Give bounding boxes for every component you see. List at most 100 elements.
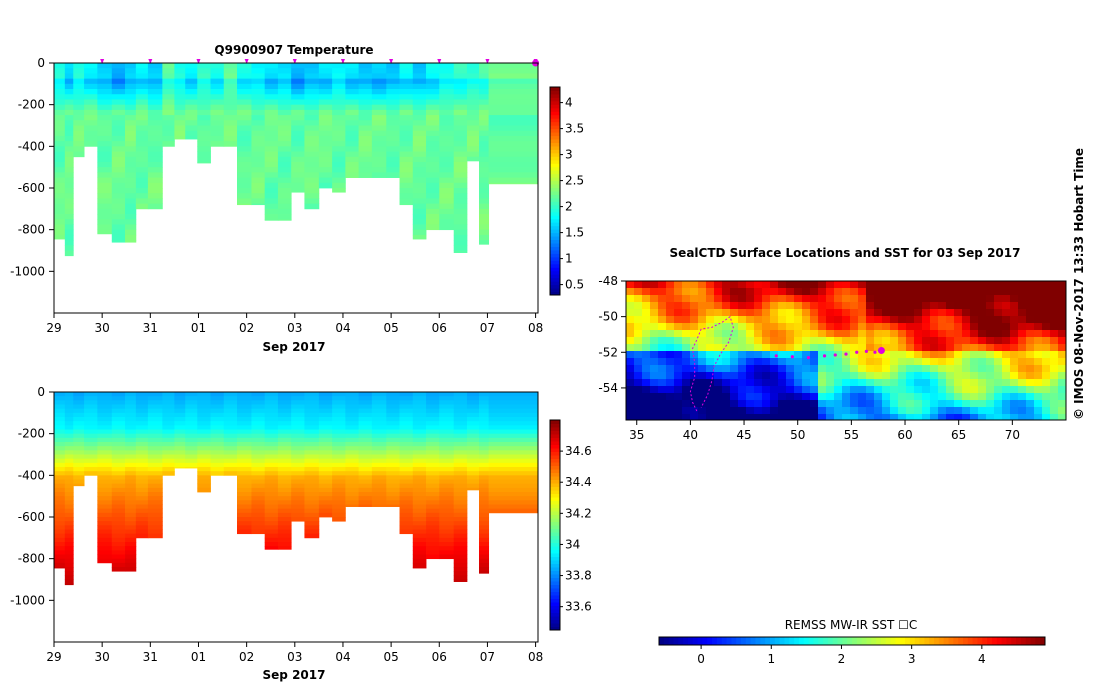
sst-cell: [642, 400, 651, 408]
salinity-cell: [135, 479, 149, 485]
sst-colorbar-segment: [789, 637, 795, 645]
salinity-cell: [358, 454, 373, 460]
sst-colorbar-segment: [905, 637, 911, 645]
colorbar-segment: [550, 187, 560, 192]
sst-cell: [794, 309, 803, 317]
temperature-cell: [125, 240, 137, 243]
salinity-cell: [64, 571, 74, 576]
salinity-cell: [412, 467, 427, 472]
salinity-cell: [439, 500, 455, 505]
sst-cell: [930, 407, 939, 415]
sst-cell: [922, 281, 931, 289]
map-axes-frame: [625, 280, 1067, 421]
salinity-cell: [264, 479, 279, 485]
salinity-cell: [223, 433, 238, 439]
salinity-cell: [125, 433, 137, 439]
temperature-cell: [426, 125, 440, 132]
sst-colorbar-segment: [702, 637, 708, 645]
temperature-cell: [125, 130, 137, 137]
salinity-cell: [237, 425, 252, 430]
temperature-cell: [466, 141, 480, 147]
sst-cell: [1042, 295, 1051, 303]
temperature-cell: [111, 130, 126, 137]
sst-cell: [1010, 344, 1019, 352]
colorbar-frame: [549, 419, 561, 631]
temperature-cell: [125, 208, 137, 215]
salinity-cell: [73, 475, 85, 480]
surface-marker: [340, 59, 345, 64]
temperature-cell: [453, 125, 468, 132]
sst-cell: [986, 400, 995, 408]
salinity-cell: [64, 496, 74, 501]
temperature-cell: [54, 161, 66, 168]
temperature-cell: [304, 125, 320, 132]
sst-cell: [698, 372, 707, 380]
sst-cell: [778, 288, 787, 296]
temperature-cell: [358, 78, 373, 85]
salinity-cell: [73, 458, 85, 464]
colorbar-segment: [550, 448, 560, 452]
temperature-cell: [264, 89, 279, 95]
sst-cell: [634, 295, 643, 303]
sst-cell: [1010, 309, 1019, 317]
salinity-cell: [412, 475, 427, 480]
salinity-cell: [197, 425, 211, 430]
temperature-cell: [318, 109, 333, 116]
sst-cell: [778, 323, 787, 331]
salinity-cell: [426, 429, 440, 435]
salinity-cell: [197, 471, 211, 476]
surface-marker: [485, 59, 490, 64]
temperature-cell: [371, 151, 387, 158]
salinity-cell: [64, 442, 74, 447]
salinity-cell: [426, 550, 440, 555]
sst-cell: [1034, 316, 1043, 324]
salinity-cell: [345, 487, 360, 493]
sst-cell: [778, 365, 787, 373]
salinity-cell: [84, 437, 98, 443]
sst-cell: [1026, 414, 1035, 420]
sst-cell: [1050, 337, 1059, 345]
salinity-cell: [97, 558, 113, 564]
salinity-cell: [210, 442, 225, 447]
salinity-cell: [386, 471, 400, 476]
temperature-cell: [399, 68, 414, 74]
temperature-cell: [111, 193, 126, 199]
sst-colorbar-segment: [943, 637, 949, 645]
temperature-cell: [399, 156, 414, 163]
sst-colorbar-segment: [692, 637, 699, 645]
sst-cell: [938, 281, 947, 289]
salinity-cell: [426, 512, 440, 518]
y-tick-label: -400: [18, 139, 45, 153]
sst-cell: [770, 365, 779, 373]
salinity-cell: [318, 496, 333, 501]
sst-cell: [842, 414, 851, 420]
temperature-cell: [479, 94, 490, 100]
salinity-cell: [479, 412, 490, 418]
sst-cell: [970, 309, 979, 317]
colorbar-segment: [550, 476, 560, 480]
salinity-cell: [64, 525, 74, 530]
sst-cell: [1010, 407, 1019, 415]
temperature-cell: [332, 172, 346, 178]
salinity-cell: [264, 437, 279, 443]
sst-cell: [634, 337, 643, 345]
salinity-cell: [466, 417, 480, 422]
salinity-cell: [185, 442, 198, 447]
salinity-cell: [291, 475, 305, 480]
temperature-cell: [466, 99, 480, 106]
salinity-cell: [174, 400, 186, 405]
salinity-cell: [147, 533, 163, 539]
temperature-cell: [125, 115, 137, 121]
sst-cell: [970, 386, 979, 394]
sst-cell: [994, 358, 1003, 366]
salinity-cell: [479, 508, 490, 514]
sst-cell: [866, 337, 875, 345]
sst-cell: [794, 407, 803, 415]
sst-cell: [674, 337, 683, 345]
salinity-cell: [111, 517, 126, 522]
temperature-cell: [147, 109, 163, 116]
sst-cell: [850, 414, 859, 420]
temperature-cell: [358, 167, 373, 173]
lon-tick-label: 35: [629, 428, 644, 442]
temperature-cell: [439, 63, 455, 69]
